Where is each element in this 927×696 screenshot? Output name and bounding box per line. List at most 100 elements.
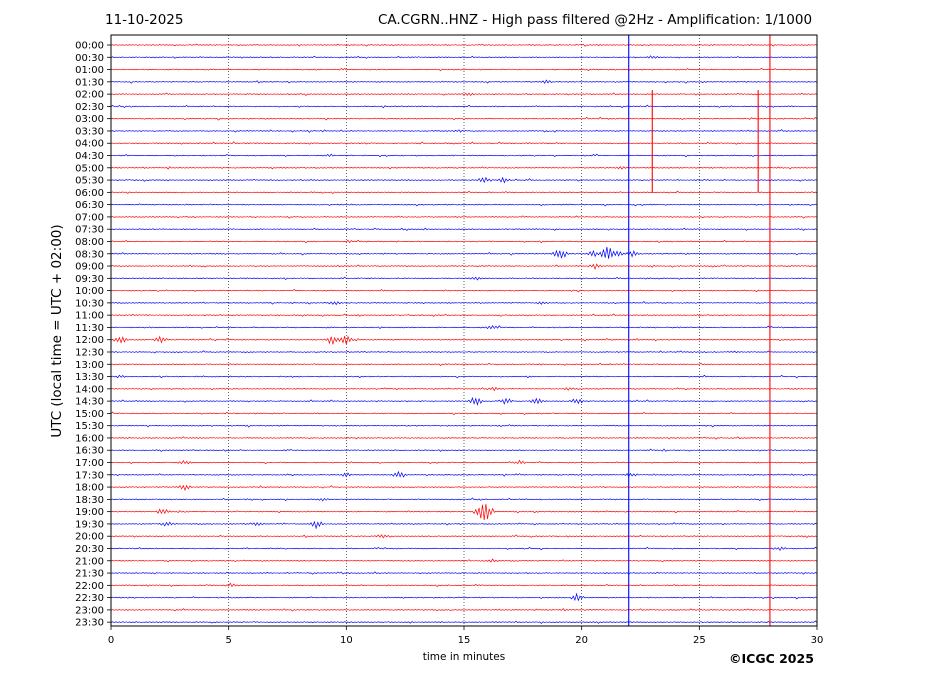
y-tick-label: 06:00 — [75, 188, 104, 199]
trace-row — [110, 313, 818, 317]
trace-row — [110, 276, 818, 281]
y-tick-label: 08:30 — [75, 249, 104, 260]
y-tick-label: 07:30 — [75, 225, 104, 236]
x-tick-label: 0 — [108, 635, 114, 646]
trace-row — [110, 239, 818, 244]
y-tick-label: 21:30 — [75, 569, 104, 580]
trace-row — [110, 503, 818, 521]
trace-row — [110, 104, 818, 109]
y-tick-label: 10:00 — [75, 286, 104, 297]
y-tick-label: 14:30 — [75, 397, 104, 408]
trace-row — [110, 620, 818, 624]
header-title: CA.CGRN..HNZ - High pass filtered @2Hz -… — [378, 12, 813, 28]
header-date: 11-10-2025 — [105, 12, 184, 28]
x-axis-label: time in minutes — [422, 651, 506, 663]
trace-row — [110, 153, 818, 158]
y-tick-label: 13:30 — [75, 372, 104, 383]
y-tick-label: 02:30 — [75, 102, 104, 113]
x-tick-label: 20 — [575, 635, 588, 646]
y-tick-label: 21:00 — [75, 556, 104, 567]
y-tick-label: 07:00 — [75, 212, 104, 223]
trace-row — [110, 546, 818, 552]
y-tick-label: 23:30 — [75, 618, 104, 629]
y-tick-label: 15:00 — [75, 409, 104, 420]
x-tick-label: 15 — [458, 635, 471, 646]
y-tick-label: 12:30 — [75, 348, 104, 359]
y-tick-label: 17:30 — [75, 470, 104, 481]
trace-row — [110, 484, 818, 492]
y-tick-label: 12:00 — [75, 335, 104, 346]
y-tick-label: 00:30 — [75, 53, 104, 64]
y-tick-label: 20:00 — [75, 532, 104, 543]
y-tick-label: 14:00 — [75, 384, 104, 395]
y-tick-label: 16:00 — [75, 433, 104, 444]
trace-row — [110, 411, 818, 416]
trace-row — [110, 116, 818, 121]
y-tick-label: 13:00 — [75, 360, 104, 371]
y-tick-label: 22:00 — [75, 581, 104, 592]
y-tick-label: 05:00 — [75, 163, 104, 174]
y-tick-label: 08:00 — [75, 237, 104, 248]
y-tick-label: 18:30 — [75, 495, 104, 506]
y-tick-label: 03:00 — [75, 114, 104, 125]
y-tick-label: 01:00 — [75, 65, 104, 76]
trace-row — [110, 227, 818, 231]
y-tick-label: 06:30 — [75, 200, 104, 211]
y-tick-label: 15:30 — [75, 421, 104, 432]
y-tick-label: 16:30 — [75, 446, 104, 457]
trace-row — [110, 43, 818, 47]
trace-row — [110, 582, 818, 588]
trace-row — [110, 79, 818, 84]
trace-row — [110, 362, 818, 366]
trace-row — [110, 470, 818, 478]
trace-row — [110, 396, 818, 406]
trace-row — [110, 288, 818, 293]
trace-row — [110, 246, 818, 259]
y-tick-label: 19:30 — [75, 519, 104, 530]
trace-row — [110, 335, 818, 345]
x-tick-label: 25 — [693, 635, 706, 646]
x-tick-label: 30 — [811, 635, 824, 646]
trace-row — [110, 55, 818, 59]
trace-row — [110, 92, 818, 97]
y-tick-label: 05:30 — [75, 176, 104, 187]
y-tick-label: 03:30 — [75, 126, 104, 137]
trace-row — [110, 497, 818, 502]
trace-row — [110, 263, 818, 271]
trace-row — [110, 324, 818, 330]
y-tick-label: 04:30 — [75, 151, 104, 162]
trace-row — [110, 558, 818, 563]
trace-row — [110, 436, 818, 440]
trace-row — [110, 176, 818, 184]
trace-row — [110, 608, 818, 612]
y-tick-label: 20:30 — [75, 544, 104, 555]
y-tick-label: 17:00 — [75, 458, 104, 469]
trace-row — [110, 350, 818, 354]
y-tick-label: 02:00 — [75, 90, 104, 101]
trace-row — [110, 166, 818, 170]
trace-row — [110, 300, 818, 306]
trace-row — [110, 386, 818, 392]
y-tick-label: 04:00 — [75, 139, 104, 150]
trace-row — [110, 534, 818, 539]
y-tick-label: 19:00 — [75, 507, 104, 518]
x-tick-label: 5 — [225, 635, 231, 646]
y-tick-label: 11:00 — [75, 311, 104, 322]
y-tick-label: 09:30 — [75, 274, 104, 285]
x-tick-label: 10 — [340, 635, 353, 646]
trace-row — [110, 190, 818, 194]
plot-frame — [110, 34, 818, 627]
y-tick-label: 09:00 — [75, 262, 104, 273]
trace-row — [110, 215, 818, 219]
trace-row — [110, 424, 818, 428]
trace-row — [110, 448, 818, 452]
y-tick-label: 11:30 — [75, 323, 104, 334]
y-tick-label: 10:30 — [75, 298, 104, 309]
trace-row — [110, 592, 818, 602]
y-tick-label: 23:00 — [75, 605, 104, 616]
trace-row — [110, 203, 818, 207]
trace-row — [110, 520, 818, 530]
trace-row — [110, 571, 818, 575]
